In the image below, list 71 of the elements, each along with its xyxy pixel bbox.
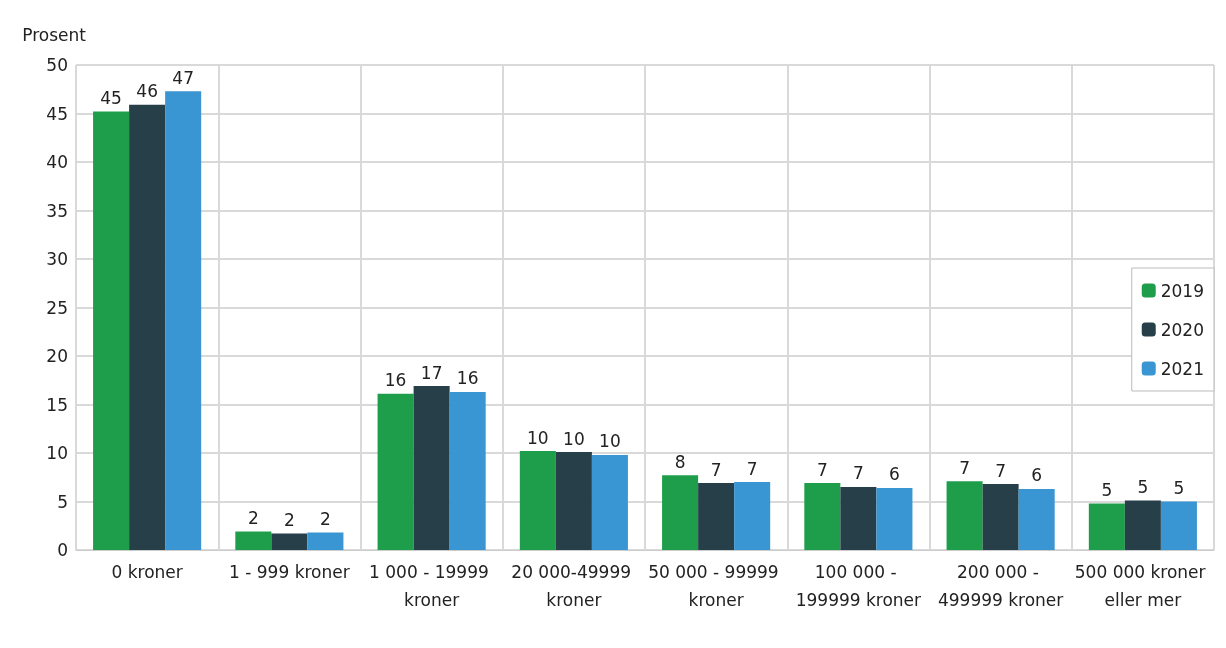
y-tick-label: 35 xyxy=(46,200,68,221)
bar xyxy=(235,531,272,550)
x-tick-label: 1 - 999 kroner xyxy=(229,562,350,582)
data-label: 17 xyxy=(420,362,443,383)
y-tick-label: 40 xyxy=(46,152,68,172)
y-axis-title: Prosent xyxy=(22,24,87,45)
data-label: 5 xyxy=(1173,478,1185,498)
data-label: 45 xyxy=(100,88,122,109)
x-tick-label: 20 000-49999 kroner xyxy=(511,562,637,610)
data-label: 46 xyxy=(136,81,158,102)
bar xyxy=(93,111,130,550)
legend-label: 2021 xyxy=(1160,358,1204,379)
data-label: 5 xyxy=(1101,479,1113,500)
y-tick-label: 25 xyxy=(46,297,68,318)
x-tick-label: 500 000 kroner eller mer xyxy=(1074,562,1211,610)
bar xyxy=(1160,501,1197,550)
y-tick-label: 5 xyxy=(57,491,68,512)
x-tick-label: 0 kroner xyxy=(111,562,183,582)
data-label: 16 xyxy=(456,368,479,389)
bar xyxy=(413,386,450,550)
y-tick-label: 20 xyxy=(46,346,68,366)
data-label: 2 xyxy=(320,509,331,530)
data-label: 8 xyxy=(674,451,686,472)
y-tick-label: 15 xyxy=(46,394,68,415)
bar xyxy=(734,482,771,550)
data-label: 7 xyxy=(959,457,970,478)
data-label: 7 xyxy=(710,459,722,480)
bar xyxy=(1018,488,1055,550)
bar xyxy=(271,533,308,550)
x-tick-label: 1 000 - 19999 kroner xyxy=(369,562,495,610)
y-tick-label: 50 xyxy=(46,55,68,75)
y-tick-label: 0 xyxy=(57,540,68,560)
bar xyxy=(946,481,983,550)
data-label: 7 xyxy=(816,459,828,480)
y-tick-label: 10 xyxy=(46,443,68,463)
legend-label: 2020 xyxy=(1160,319,1204,340)
bar xyxy=(519,451,556,550)
legend-label: 2019 xyxy=(1160,280,1204,301)
bar xyxy=(982,484,1019,550)
y-tick-label: 30 xyxy=(46,249,68,269)
data-label: 6 xyxy=(889,464,900,485)
y-tick-label: 45 xyxy=(46,103,68,124)
bar xyxy=(1088,503,1125,550)
data-label: 16 xyxy=(384,370,407,391)
bar xyxy=(804,483,841,550)
bar xyxy=(840,486,877,550)
data-label: 47 xyxy=(172,67,194,88)
bar xyxy=(377,393,414,550)
data-label: 10 xyxy=(563,428,585,449)
data-label: 6 xyxy=(1031,465,1043,486)
bar xyxy=(555,452,592,550)
x-tick-label: 200 000 - 499999 kroner xyxy=(937,562,1064,610)
bar xyxy=(129,104,166,550)
data-label: 5 xyxy=(1137,477,1149,498)
data-label: 10 xyxy=(527,427,549,448)
bar xyxy=(1124,500,1161,550)
data-label: 10 xyxy=(599,431,621,452)
bar xyxy=(662,475,699,550)
data-label: 2 xyxy=(283,510,295,531)
data-label: 7 xyxy=(852,463,864,484)
x-tick-label: 50 000 - 99999 kroner xyxy=(648,562,785,610)
x-tick-label: 100 000 - 199999 kroner xyxy=(795,562,922,610)
bar xyxy=(876,487,913,550)
bar xyxy=(591,454,628,550)
data-label: 2 xyxy=(247,508,259,529)
bar xyxy=(165,91,202,550)
bar xyxy=(698,483,735,550)
data-label: 7 xyxy=(995,460,1007,481)
bar xyxy=(307,532,344,550)
bar xyxy=(449,391,486,550)
data-label: 7 xyxy=(746,458,758,479)
